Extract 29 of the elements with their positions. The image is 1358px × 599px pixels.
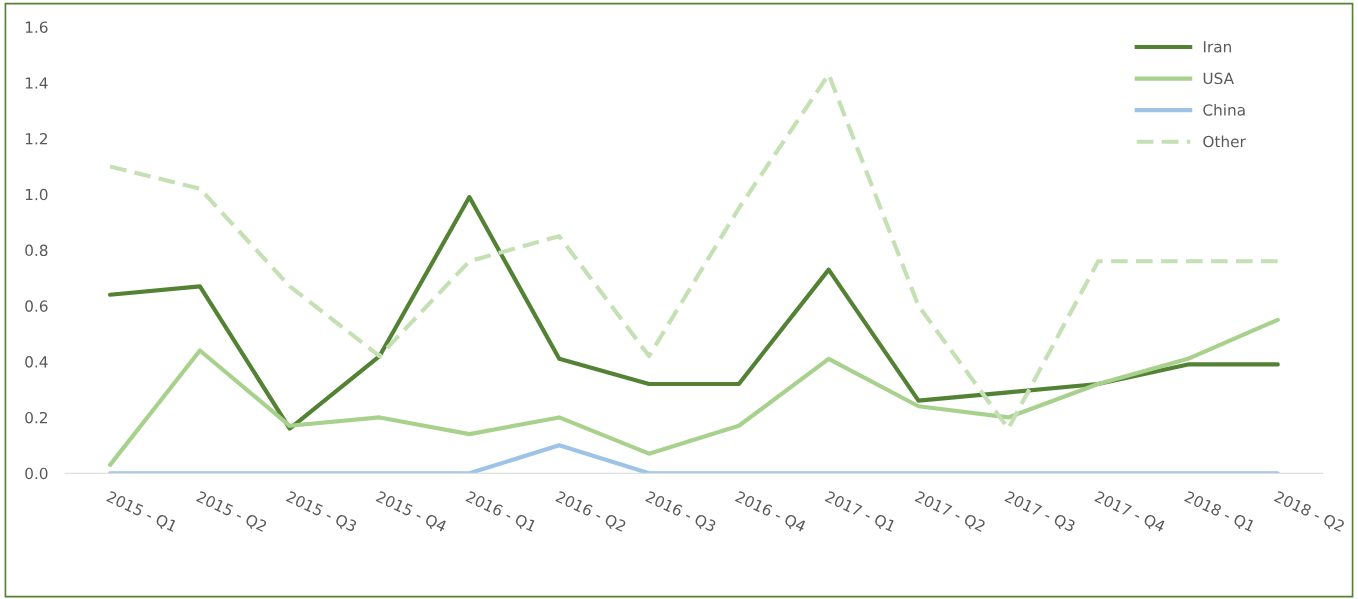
- y-tick-label: 0.2: [25, 411, 47, 424]
- line-series: [108, 317, 1280, 467]
- x-tick-label: 2015 - Q2: [195, 490, 268, 534]
- x-tick-label: 2016 - Q1: [464, 490, 537, 534]
- x-tick-label: 2018 - Q1: [1183, 490, 1256, 534]
- y-tick-label: 0.0: [25, 467, 48, 480]
- legend-label: Iran: [1203, 41, 1231, 53]
- x-tick-label: 2015 - Q1: [105, 490, 178, 534]
- x-tick-label: 2016 - Q4: [734, 490, 807, 534]
- y-tick-label: 0.8: [25, 244, 48, 257]
- legend-label: China: [1203, 103, 1245, 116]
- y-tick-label: 1.6: [25, 21, 48, 33]
- x-tick-label: 2018 - Q2: [1273, 490, 1346, 534]
- y-tick-label: 1.4: [25, 77, 48, 89]
- y-tick-label: 1.0: [25, 188, 48, 201]
- y-tick-label: 0.6: [25, 300, 48, 312]
- x-tick-label: 2017 - Q2: [913, 490, 986, 534]
- x-tick-label: 2017 - Q3: [1003, 490, 1076, 534]
- y-tick-label: 1.2: [25, 132, 47, 145]
- x-tick-label: 2017 - Q4: [1093, 490, 1166, 534]
- x-tick-label: 2016 - Q3: [644, 490, 717, 534]
- legend-label: Other: [1203, 135, 1246, 148]
- y-tick-label: 0.4: [25, 356, 48, 368]
- legend-label: USA: [1203, 72, 1234, 85]
- x-tick-label: 2015 - Q4: [374, 490, 448, 534]
- x-tick-label: 2016 - Q2: [554, 490, 627, 534]
- line-series: [108, 195, 1280, 431]
- x-tick-label: 2015 - Q3: [285, 490, 358, 534]
- x-tick-label: 2017 - Q1: [823, 490, 897, 534]
